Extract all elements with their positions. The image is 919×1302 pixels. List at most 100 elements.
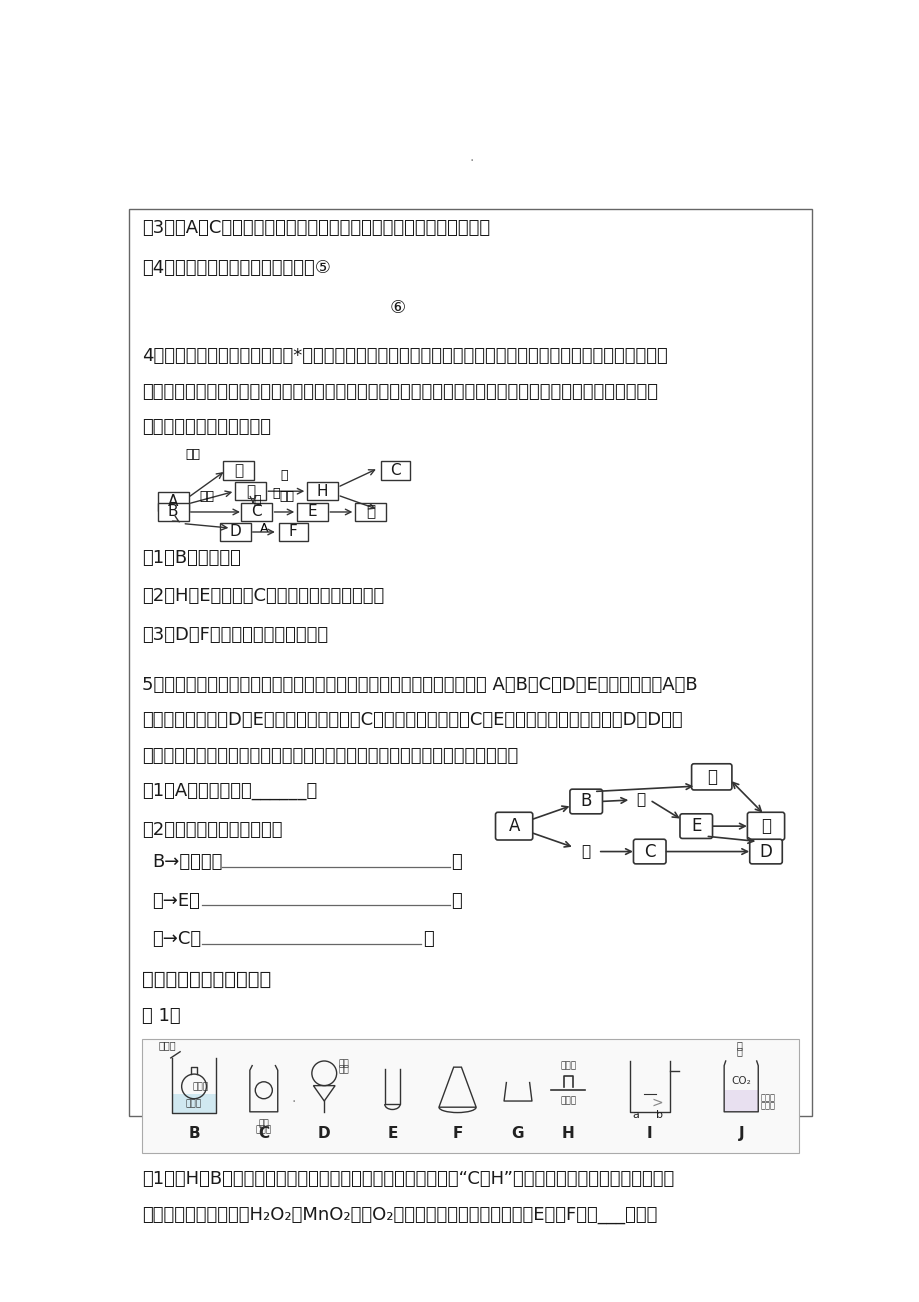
Text: E: E <box>690 818 700 835</box>
Text: （2）写出以下化学方程式：: （2）写出以下化学方程式： <box>142 820 282 838</box>
Text: 蕊试液: 蕊试液 <box>760 1101 775 1111</box>
FancyBboxPatch shape <box>157 492 188 510</box>
Text: 5、以下图是初中化学中常见物质间的转化关系，其中甲、乙、丙为单质 A、B、C、D、E为化合物，且A与B: 5、以下图是初中化学中常见物质间的转化关系，其中甲、乙、丙为单质 A、B、C、D… <box>142 676 697 694</box>
FancyBboxPatch shape <box>220 523 250 542</box>
Text: J: J <box>738 1126 743 1141</box>
Text: E: E <box>308 504 317 519</box>
FancyBboxPatch shape <box>307 482 338 500</box>
Text: 干燥管: 干燥管 <box>158 1040 176 1051</box>
Text: A: A <box>259 522 267 535</box>
Text: 。: 。 <box>422 930 433 948</box>
Text: 样功能的装置；假设用H₂O₂和MnO₂制取O₂，且能获得平稳的气流，应选E（或F）和___组合。: 样功能的装置；假设用H₂O₂和MnO₂制取O₂，且能获得平稳的气流，应选E（或F… <box>142 1206 657 1224</box>
Text: 戊: 戊 <box>366 504 375 519</box>
Text: G: G <box>511 1126 524 1141</box>
Text: 的物质。其中甲、乙、丙、丁、戊均为单质；常温下，丁为黑色固体，戊为紫色金属；（如图中局部反应条件: 的物质。其中甲、乙、丙、丁、戊均为单质；常温下，丁为黑色固体，戊为紫色金属；（如… <box>142 383 657 401</box>
Text: F: F <box>452 1126 462 1141</box>
FancyBboxPatch shape <box>172 1094 216 1113</box>
Text: 通电: 通电 <box>185 448 199 461</box>
Text: D: D <box>759 842 772 861</box>
FancyBboxPatch shape <box>495 812 532 840</box>
Text: 荡: 荡 <box>736 1047 742 1056</box>
Text: ；: ； <box>451 853 461 871</box>
Text: B→甲＋乙：: B→甲＋乙： <box>152 853 222 871</box>
Text: E: E <box>387 1126 397 1141</box>
Text: b: b <box>655 1111 662 1120</box>
FancyBboxPatch shape <box>297 503 328 521</box>
Text: F: F <box>289 525 298 539</box>
FancyBboxPatch shape <box>129 210 811 1116</box>
Text: （1）A物质的化学式______；: （1）A物质的化学式______； <box>142 783 317 801</box>
Text: ·: · <box>469 155 473 168</box>
FancyBboxPatch shape <box>157 503 188 521</box>
Text: 土: 土 <box>760 818 770 835</box>
Text: ⑥: ⑥ <box>390 299 406 318</box>
Text: 已省略）。答复以下问题：: 已省略）。答复以下问题： <box>142 418 271 436</box>
Text: 橡胶管: 橡胶管 <box>560 1096 576 1105</box>
Text: >: > <box>651 1095 663 1109</box>
Text: 甲→C：: 甲→C： <box>152 930 201 948</box>
FancyBboxPatch shape <box>569 789 602 814</box>
Text: 稀盐酸: 稀盐酸 <box>186 1100 202 1108</box>
FancyBboxPatch shape <box>723 1090 757 1112</box>
Text: 4、通过学习化学，我们了解了*些物质的性质以及物质之间的相互转化关系。如图中的物质均为初中化学常见: 4、通过学习化学，我们了解了*些物质的性质以及物质之间的相互转化关系。如图中的物… <box>142 348 667 365</box>
Text: ·: · <box>290 1095 295 1109</box>
Text: （1）把H与B组合，操作弹簧夹可以使反响停顿或发生，还可以“C至H”中选择仪器（填序号）组装一个同: （1）把H与B组合，操作弹簧夹可以使反响停顿或发生，还可以“C至H”中选择仪器（… <box>142 1170 674 1189</box>
Text: 丙: 丙 <box>635 793 644 807</box>
Text: 石灰石: 石灰石 <box>192 1082 208 1091</box>
Text: 的组成元素一样，D与E的组成元素也一样。C、丙均为黑色粉末，C和E在高温条件下可生成丙和D，D能使: 的组成元素一样，D与E的组成元素也一样。C、丙均为黑色粉末，C和E在高温条件下可… <box>142 711 682 729</box>
Text: H: H <box>317 483 328 499</box>
Text: （4）写出以下反应的化学方程式：⑤: （4）写出以下反应的化学方程式：⑤ <box>142 259 331 277</box>
FancyBboxPatch shape <box>142 1039 799 1154</box>
Text: B: B <box>580 793 591 811</box>
FancyBboxPatch shape <box>241 503 272 521</box>
Text: 乙: 乙 <box>245 483 255 499</box>
Text: a: a <box>631 1111 639 1120</box>
FancyBboxPatch shape <box>679 814 711 838</box>
Text: A: A <box>168 493 178 509</box>
FancyBboxPatch shape <box>380 461 410 479</box>
Text: 突破二：气体制备实验题: 突破二：气体制备实验题 <box>142 970 271 990</box>
FancyBboxPatch shape <box>278 523 308 542</box>
Text: 丁: 丁 <box>272 487 279 500</box>
Text: 丙: 丙 <box>581 844 590 859</box>
Text: 丁: 丁 <box>253 493 260 506</box>
Text: （1）B为；甲为。: （1）B为；甲为。 <box>142 549 241 566</box>
Text: 例 1：: 例 1： <box>142 1006 180 1025</box>
Text: 紫色石: 紫色石 <box>760 1094 775 1103</box>
Text: ；: ； <box>451 892 461 910</box>
Text: C: C <box>643 842 654 861</box>
Text: 甲: 甲 <box>234 464 244 478</box>
Text: I: I <box>646 1126 652 1141</box>
Text: 弹簧夹: 弹簧夹 <box>560 1061 576 1070</box>
Text: 摇: 摇 <box>736 1040 742 1051</box>
Text: 戊: 戊 <box>280 469 288 482</box>
Text: 漏斗: 漏斗 <box>338 1065 348 1074</box>
Text: B: B <box>188 1126 199 1141</box>
Text: B: B <box>167 504 178 519</box>
Text: （3）将A、C两种氧化物区别开来，可使用的一种溶液为（填名称）；: （3）将A、C两种氧化物区别开来，可使用的一种溶液为（填名称）； <box>142 219 490 237</box>
Text: （3）D和F反响的化学方程式为：。: （3）D和F反响的化学方程式为：。 <box>142 626 328 644</box>
Text: A: A <box>508 818 519 835</box>
Text: H: H <box>562 1126 574 1141</box>
Text: 甲: 甲 <box>706 768 716 786</box>
FancyBboxPatch shape <box>223 461 255 479</box>
FancyBboxPatch shape <box>749 840 781 863</box>
FancyBboxPatch shape <box>691 764 732 790</box>
Text: C: C <box>390 464 401 478</box>
Text: D: D <box>229 525 241 539</box>
Text: D: D <box>318 1126 330 1141</box>
Text: C: C <box>251 504 262 519</box>
FancyBboxPatch shape <box>355 503 386 521</box>
FancyBboxPatch shape <box>235 482 266 500</box>
FancyBboxPatch shape <box>746 812 784 840</box>
Text: （2）H和E反响生成C和戊的化学方程式为：。: （2）H和E反响生成C和戊的化学方程式为：。 <box>142 587 384 605</box>
Text: 高温: 高温 <box>279 490 294 503</box>
Text: 澄清的石灰水变浑浓。其余反响条件、局部反响物和生成物均已略去。试推断：: 澄清的石灰水变浑浓。其余反响条件、局部反响物和生成物均已略去。试推断： <box>142 747 517 764</box>
Text: 高温: 高温 <box>199 490 214 503</box>
FancyBboxPatch shape <box>633 840 665 863</box>
Text: CO₂: CO₂ <box>731 1075 750 1086</box>
Text: 塑料片: 塑料片 <box>255 1126 272 1134</box>
Text: 甲→E：: 甲→E： <box>152 892 199 910</box>
Text: 带孔: 带孔 <box>258 1120 269 1129</box>
Text: 分液: 分液 <box>338 1060 348 1069</box>
